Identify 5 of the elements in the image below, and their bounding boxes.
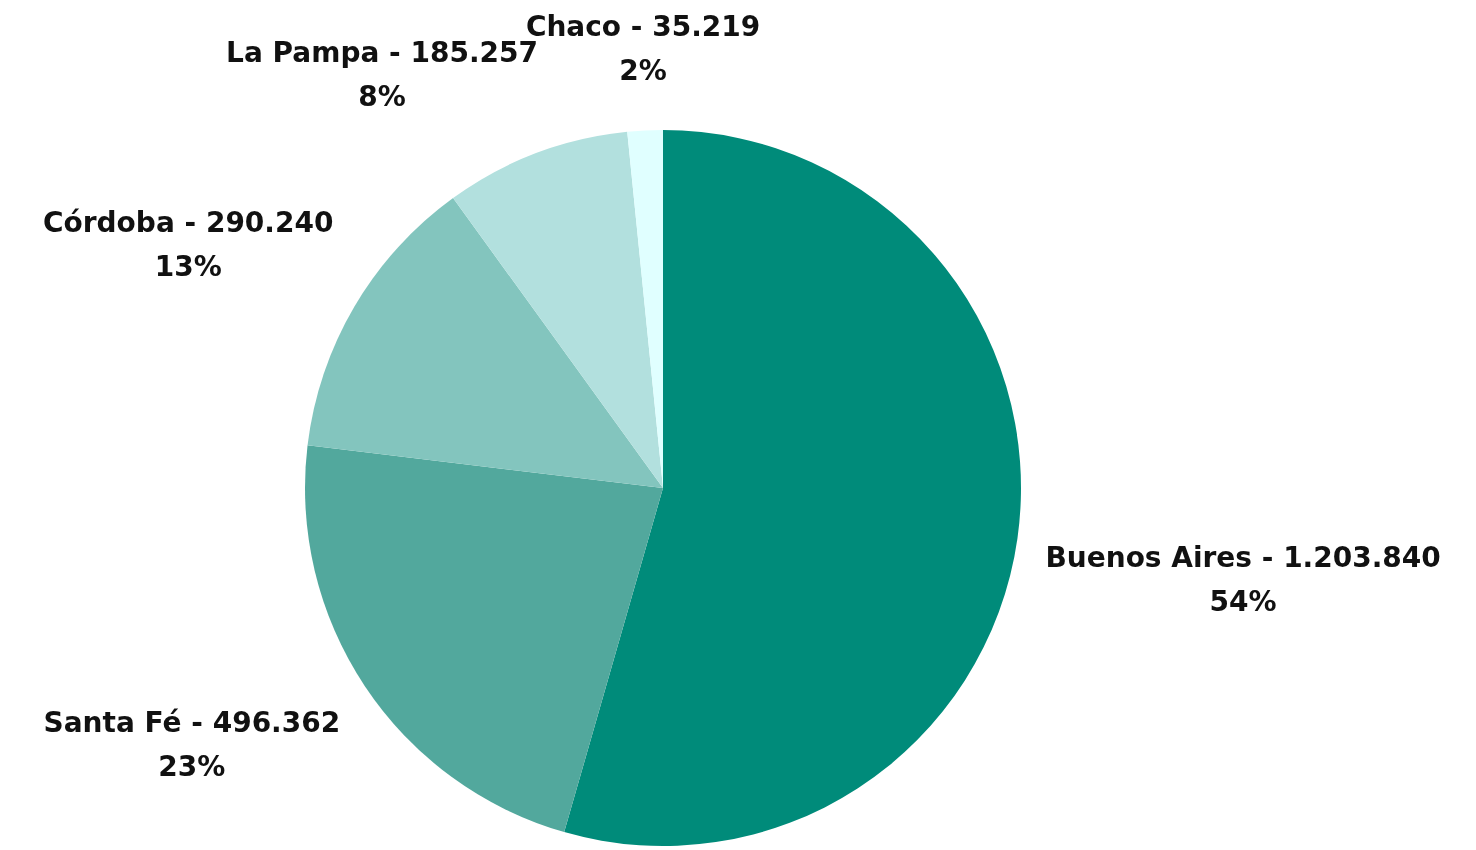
slice-label: Buenos Aires - 1.203.840 54% [1045, 541, 1441, 619]
slice-label: Córdoba - 290.240 13% [42, 206, 334, 284]
pie-slice [453, 131, 663, 488]
slice-label: Santa Fé - 496.362 23% [43, 706, 341, 784]
pie-slice [564, 130, 1021, 846]
